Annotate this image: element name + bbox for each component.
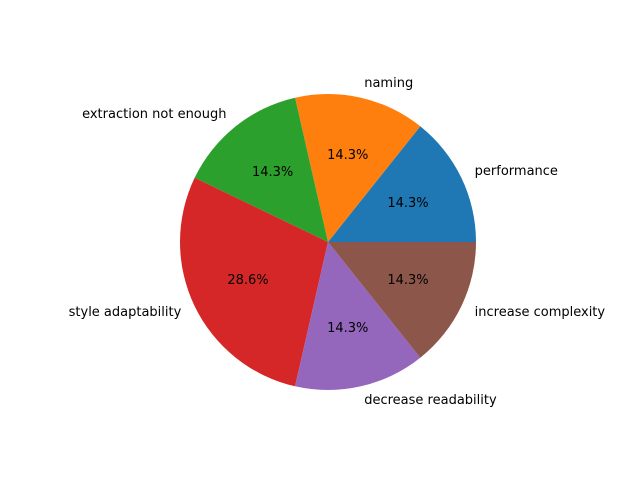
pie-percent-label-performance: 14.3% <box>387 196 428 211</box>
pie-label-extraction-not-enough: extraction not enough <box>82 107 226 122</box>
pie-category-labels: performance naming extraction not enough st… <box>69 76 606 408</box>
pie-label-performance: performance <box>475 164 558 179</box>
pie-percent-label-extraction-not-enough: 14.3% <box>252 165 293 180</box>
pie-slice-performance <box>328 126 476 242</box>
pie-label-style-adaptability: style adaptability <box>69 305 182 320</box>
pie-percent-labels: 14.3% 14.3% 14.3% 28.6% 14.3% 14.3% <box>227 148 428 336</box>
pie-label-decrease-readability: decrease readability <box>364 393 497 408</box>
pie-slice-style-adaptability <box>180 177 328 387</box>
pie-label-increase-complexity: increase complexity <box>475 305 606 320</box>
pie-percent-label-decrease-readability: 14.3% <box>327 321 368 336</box>
pie-percent-label-style-adaptability: 28.6% <box>227 273 268 288</box>
pie-slices <box>180 93 476 391</box>
pie-slice-extraction-not-enough <box>194 97 328 243</box>
pie-percent-label-naming: 14.3% <box>327 148 368 163</box>
pie-label-naming: naming <box>364 76 413 91</box>
pie-slice-naming <box>295 93 421 242</box>
pie-percent-label-increase-complexity: 14.3% <box>387 273 428 288</box>
pie-slice-increase-complexity <box>328 242 476 358</box>
pie-slice-decrease-readability <box>295 242 421 391</box>
